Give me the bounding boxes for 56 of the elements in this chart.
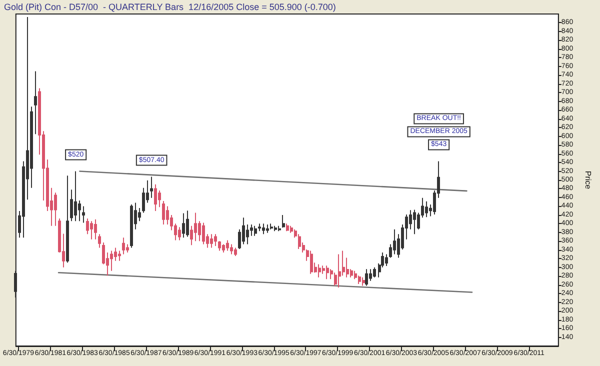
candlestick — [310, 250, 313, 274]
candlestick — [274, 225, 277, 232]
candlestick — [90, 220, 93, 240]
candlestick — [162, 200, 165, 226]
candlestick — [182, 212, 185, 238]
candlestick — [362, 276, 365, 286]
candlestick — [338, 254, 341, 288]
candlestick — [425, 200, 428, 218]
candlestick — [369, 268, 372, 282]
candlestick — [270, 223, 273, 230]
candlestick — [365, 268, 368, 286]
candlestick — [94, 218, 97, 240]
candlestick — [226, 240, 229, 252]
candlestick — [218, 240, 221, 252]
candlestick — [254, 225, 257, 236]
candlestick — [66, 175, 69, 264]
candlestick — [354, 270, 357, 280]
candlestick — [110, 250, 113, 272]
candlestick — [318, 264, 321, 278]
candlestick — [393, 228, 396, 255]
candlestick — [118, 250, 121, 262]
candlestick — [150, 176, 153, 198]
candlestick — [385, 254, 388, 267]
candlestick — [286, 223, 289, 232]
candlestick — [34, 70, 37, 135]
candlestick — [266, 224, 269, 234]
candlestick — [14, 270, 17, 298]
y-axis-title: Price — [584, 170, 592, 190]
candlestick — [154, 184, 157, 212]
candlestick — [98, 234, 101, 248]
candlestick — [282, 214, 285, 228]
candlestick — [373, 266, 376, 278]
candlestick — [186, 210, 189, 238]
candlestick — [130, 204, 133, 248]
candlestick — [222, 244, 225, 254]
candlestick — [178, 226, 181, 241]
chart-title: Gold (Pit) Con - D57/00 - QUARTERLY Bars 12/16/2005 Close = 505.900 (-0.700) — [4, 2, 336, 12]
candlestick — [54, 192, 57, 226]
candlestick — [298, 234, 301, 250]
candlestick — [234, 247, 237, 257]
candlestick — [74, 170, 77, 222]
candlestick — [413, 209, 416, 235]
candlestick — [194, 212, 197, 242]
candlestick — [262, 223, 265, 235]
candlestick — [326, 265, 329, 280]
candlestick — [358, 275, 361, 284]
candlestick — [290, 225, 293, 234]
candlestick — [82, 206, 85, 224]
candlestick — [258, 223, 261, 232]
candlestick — [202, 222, 205, 245]
candlestick — [278, 225, 281, 232]
candlestick — [122, 237, 125, 255]
candlestick — [230, 244, 233, 255]
candlestick — [242, 217, 245, 245]
candlestick — [214, 234, 217, 246]
candlestick — [210, 234, 213, 248]
